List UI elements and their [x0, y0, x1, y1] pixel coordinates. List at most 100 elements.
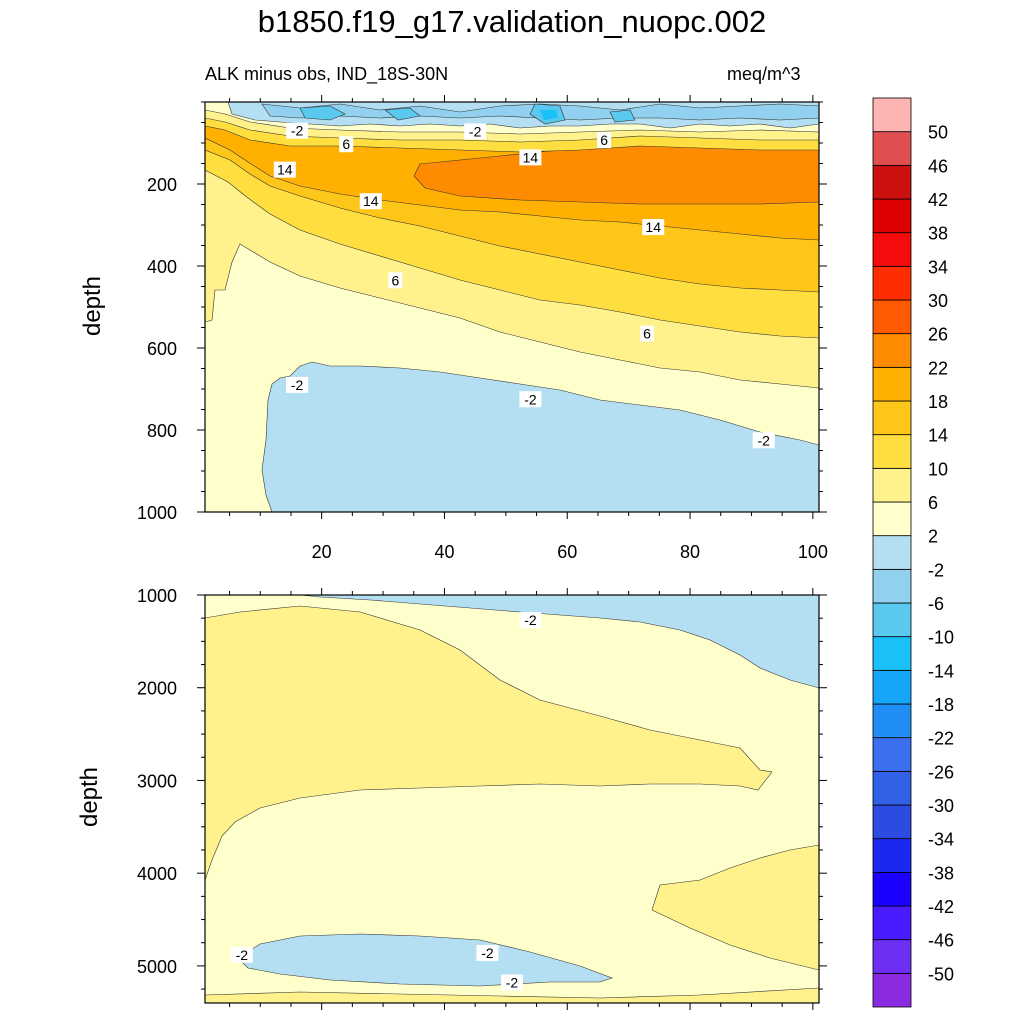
- lower-panel-fields: [205, 595, 819, 1003]
- upper-xtick-label: 100: [798, 542, 828, 562]
- colorbar-level-label: -10: [928, 628, 954, 648]
- contour-label: -2: [481, 945, 494, 961]
- colorbar-level-label: -30: [928, 796, 954, 816]
- band-surface-deep-blue: [299, 103, 636, 125]
- contour-label-box: [519, 612, 542, 629]
- upper-panel-fields: [205, 102, 819, 512]
- contour-label-box: [476, 944, 499, 961]
- lower-ytick-label: 5000: [137, 957, 177, 977]
- contour-label: 14: [523, 149, 539, 165]
- contour-label: -2: [506, 975, 519, 991]
- colorbar-level-label: -50: [928, 964, 954, 984]
- colorbar-swatch: [872, 299, 912, 335]
- colorbar-level-label: 6: [928, 493, 938, 513]
- contour-label-box: [230, 946, 253, 963]
- colorbar-level-label: -38: [928, 863, 954, 883]
- colorbar-swatch: [872, 366, 912, 402]
- units-label: meq/m^3: [727, 64, 801, 84]
- lower-contour-labels: -2 -2 -2 -2: [230, 612, 542, 991]
- lower-band-blue-lens: [237, 933, 613, 987]
- colorbar-level-label: 50: [928, 123, 948, 143]
- colorbar-level-label: -14: [928, 661, 954, 681]
- colorbar-swatch: [872, 265, 912, 301]
- colorbar-level-label: 26: [928, 325, 948, 345]
- colorbar-level-label: 14: [928, 426, 948, 446]
- upper-xtick-label: 40: [434, 542, 454, 562]
- upper-ytick-label: 400: [147, 257, 177, 277]
- upper-ytick-label: 200: [147, 175, 177, 195]
- contour-label: -2: [291, 123, 304, 139]
- colorbar-swatch: [872, 568, 912, 604]
- colorbar-level-label: -6: [928, 594, 944, 614]
- contour-label: 6: [391, 272, 399, 288]
- colorbar-swatch: [872, 333, 912, 368]
- contour-label-box: [359, 193, 382, 210]
- colorbar-level-label: 2: [928, 527, 938, 547]
- colorbar-level-label: -46: [928, 931, 954, 951]
- band-surface-core: [540, 110, 558, 120]
- colorbar-swatch: [872, 636, 912, 671]
- contour-label-box: [597, 132, 612, 149]
- lower-ytick-label: 4000: [137, 864, 177, 884]
- colorbar-swatch: [872, 804, 912, 840]
- contour-label: -2: [236, 947, 249, 963]
- contour-label-box: [339, 136, 354, 153]
- colorbar-swatch: [872, 939, 912, 974]
- contour-label: 6: [643, 326, 651, 342]
- contour-label-box: [464, 123, 487, 140]
- colorbar-level-label: 18: [928, 392, 948, 412]
- lower-band-yellow-wedge: [205, 605, 773, 881]
- variable-label: ALK minus obs, IND_18S-30N: [205, 64, 449, 84]
- colorbar-swatch: [872, 737, 912, 772]
- lower-band-blue-top: [299, 595, 819, 689]
- colorbar-swatch: [872, 838, 912, 873]
- contour-label-box: [640, 325, 655, 342]
- contour-label: 6: [342, 136, 350, 152]
- colorbar-swatch: [872, 131, 912, 166]
- contour-label-box: [519, 391, 542, 408]
- colorbar-swatch: [872, 871, 912, 907]
- lower-ytick-label: 2000: [137, 679, 177, 699]
- colorbar-swatch: [872, 770, 912, 806]
- colorbar-swatch: [872, 434, 912, 469]
- lower-plot-frame: [204, 594, 820, 1004]
- colorbar-level-label: 34: [928, 257, 948, 277]
- colorbar-swatch: [872, 400, 912, 436]
- contour-label: 6: [600, 132, 608, 148]
- upper-xtick-label: 20: [312, 542, 332, 562]
- contour-label-box: [519, 149, 542, 166]
- colorbar-swatch: [872, 703, 912, 739]
- colorbar-swatch: [872, 905, 912, 941]
- upper-ytick-label: 1000: [137, 503, 177, 523]
- colorbar-level-label: -2: [928, 560, 944, 580]
- colorbar-level-label: -34: [928, 830, 954, 850]
- colorbar-swatch: [872, 501, 912, 537]
- colorbar-swatch: [872, 467, 912, 503]
- colorbar-swatch: [872, 669, 912, 705]
- upper-ytick-label: 600: [147, 339, 177, 359]
- contour-label: 14: [363, 193, 379, 209]
- colorbar-level-label: -22: [928, 729, 954, 749]
- upper-xtick-label: 60: [557, 542, 577, 562]
- colorbar-swatch: [872, 97, 912, 133]
- colorbar-level-label: -26: [928, 762, 954, 782]
- contour-label: 14: [645, 219, 661, 235]
- contour-label-box: [286, 122, 309, 139]
- lower-ytick-label: 3000: [137, 771, 177, 791]
- colorbar-level-label: 30: [928, 291, 948, 311]
- colorbar-level-label: 46: [928, 156, 948, 176]
- colorbar-level-label: -42: [928, 897, 954, 917]
- upper-ticks: 20 40 60 80 100 200 400 600 800 1000: [137, 95, 828, 562]
- colorbar-swatch: [872, 164, 912, 200]
- upper-xtick-label: 80: [680, 542, 700, 562]
- contour-label-box: [501, 974, 523, 991]
- colorbar-level-label: 42: [928, 190, 948, 210]
- contour-label: -2: [758, 432, 771, 448]
- contour-label-box: [642, 219, 665, 236]
- lower-band-yellow-right: [651, 844, 819, 971]
- contour-label: -2: [291, 377, 304, 393]
- contour-label-box: [388, 272, 403, 289]
- colorbar-level-label: 10: [928, 459, 948, 479]
- contour-label-box: [752, 432, 775, 449]
